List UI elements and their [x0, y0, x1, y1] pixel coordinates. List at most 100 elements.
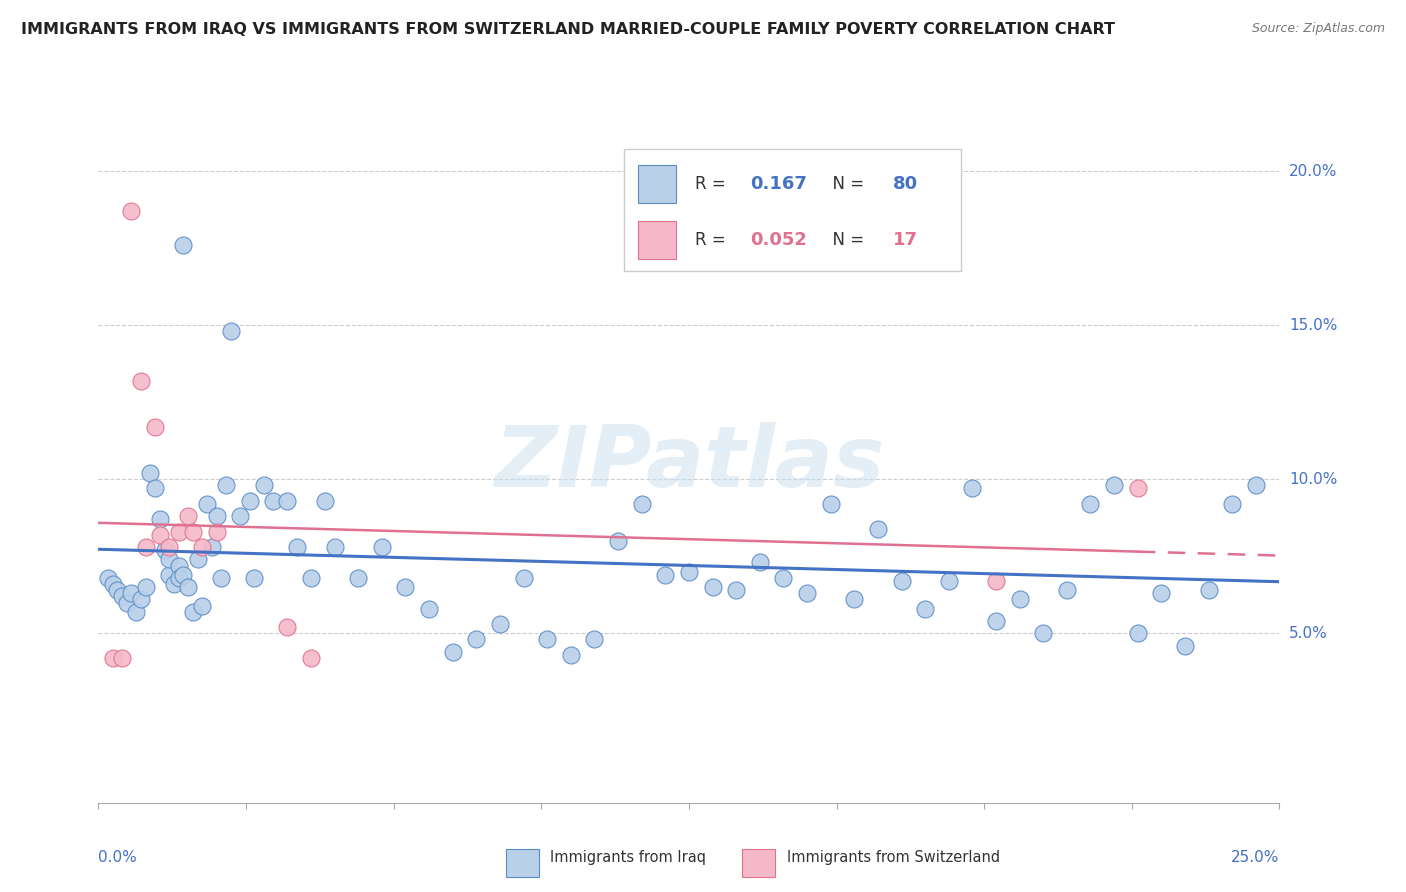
Point [299, 651, 322, 665]
Point [143, 482, 166, 496]
Point [219, 324, 242, 338]
Point [187, 552, 209, 566]
Point [1244, 478, 1267, 492]
FancyBboxPatch shape [506, 849, 538, 878]
Point [121, 204, 143, 219]
Point [1102, 478, 1125, 492]
Point [262, 493, 284, 508]
Point [205, 509, 228, 524]
FancyBboxPatch shape [624, 149, 960, 270]
Point [1126, 626, 1149, 640]
Text: 0.0%: 0.0% [98, 850, 138, 865]
Point [167, 524, 190, 539]
Point [163, 577, 186, 591]
Point [465, 632, 488, 647]
Point [167, 558, 190, 573]
Point [143, 420, 166, 434]
Point [135, 580, 157, 594]
Point [215, 478, 238, 492]
Point [347, 571, 370, 585]
Point [172, 238, 194, 252]
Point [654, 567, 676, 582]
Point [938, 574, 960, 588]
Point [1150, 586, 1173, 600]
Point [149, 512, 172, 526]
Text: Immigrants from Iraq: Immigrants from Iraq [550, 849, 706, 864]
Point [229, 509, 252, 524]
FancyBboxPatch shape [638, 221, 676, 259]
Text: 10.0%: 10.0% [1289, 472, 1337, 487]
Point [191, 599, 214, 613]
Text: 15.0%: 15.0% [1289, 318, 1337, 333]
Text: Source: ZipAtlas.com: Source: ZipAtlas.com [1251, 22, 1385, 36]
Point [560, 648, 582, 662]
Point [772, 571, 794, 585]
Point [371, 540, 394, 554]
Point [1032, 626, 1054, 640]
Point [177, 580, 200, 594]
Point [191, 540, 214, 554]
Point [1174, 639, 1197, 653]
Text: IMMIGRANTS FROM IRAQ VS IMMIGRANTS FROM SWITZERLAND MARRIED-COUPLE FAMILY POVERT: IMMIGRANTS FROM IRAQ VS IMMIGRANTS FROM … [21, 22, 1115, 37]
Point [129, 374, 152, 388]
Text: ZIPatlas: ZIPatlas [494, 422, 884, 506]
Text: N =: N = [823, 175, 870, 193]
Point [299, 571, 322, 585]
Point [1126, 482, 1149, 496]
Point [167, 571, 190, 585]
Point [394, 580, 416, 594]
Point [243, 571, 266, 585]
FancyBboxPatch shape [638, 165, 676, 202]
Point [418, 601, 440, 615]
Text: 80: 80 [893, 175, 918, 193]
Point [181, 524, 204, 539]
Point [135, 540, 157, 554]
Point [583, 632, 606, 647]
Point [121, 586, 143, 600]
Point [157, 567, 180, 582]
Point [489, 617, 512, 632]
Point [111, 590, 134, 604]
Point [630, 497, 652, 511]
Point [512, 571, 534, 585]
Point [125, 605, 148, 619]
Text: N =: N = [823, 231, 870, 249]
Point [157, 540, 180, 554]
Point [115, 595, 138, 609]
Point [209, 571, 232, 585]
Point [101, 577, 124, 591]
Point [157, 552, 180, 566]
Point [172, 567, 194, 582]
Point [1056, 583, 1078, 598]
Text: 0.052: 0.052 [751, 231, 807, 249]
Point [866, 522, 889, 536]
Point [177, 509, 200, 524]
Point [748, 556, 770, 570]
Point [153, 543, 176, 558]
Text: 0.167: 0.167 [751, 175, 807, 193]
Point [914, 601, 936, 615]
Point [607, 533, 630, 548]
Point [536, 632, 558, 647]
Text: 20.0%: 20.0% [1289, 163, 1337, 178]
Point [984, 614, 1007, 628]
Point [441, 645, 464, 659]
Point [1198, 583, 1220, 598]
Point [725, 583, 748, 598]
Point [205, 524, 228, 539]
Point [962, 482, 984, 496]
Point [139, 466, 162, 480]
Point [820, 497, 842, 511]
Point [239, 493, 262, 508]
Text: 25.0%: 25.0% [1232, 850, 1279, 865]
Point [285, 540, 308, 554]
Point [844, 592, 866, 607]
Point [1220, 497, 1243, 511]
Point [1080, 497, 1102, 511]
Point [97, 571, 120, 585]
Point [702, 580, 724, 594]
Text: R =: R = [695, 175, 731, 193]
Text: Immigrants from Switzerland: Immigrants from Switzerland [787, 849, 1000, 864]
Point [181, 605, 204, 619]
Text: 17: 17 [893, 231, 918, 249]
